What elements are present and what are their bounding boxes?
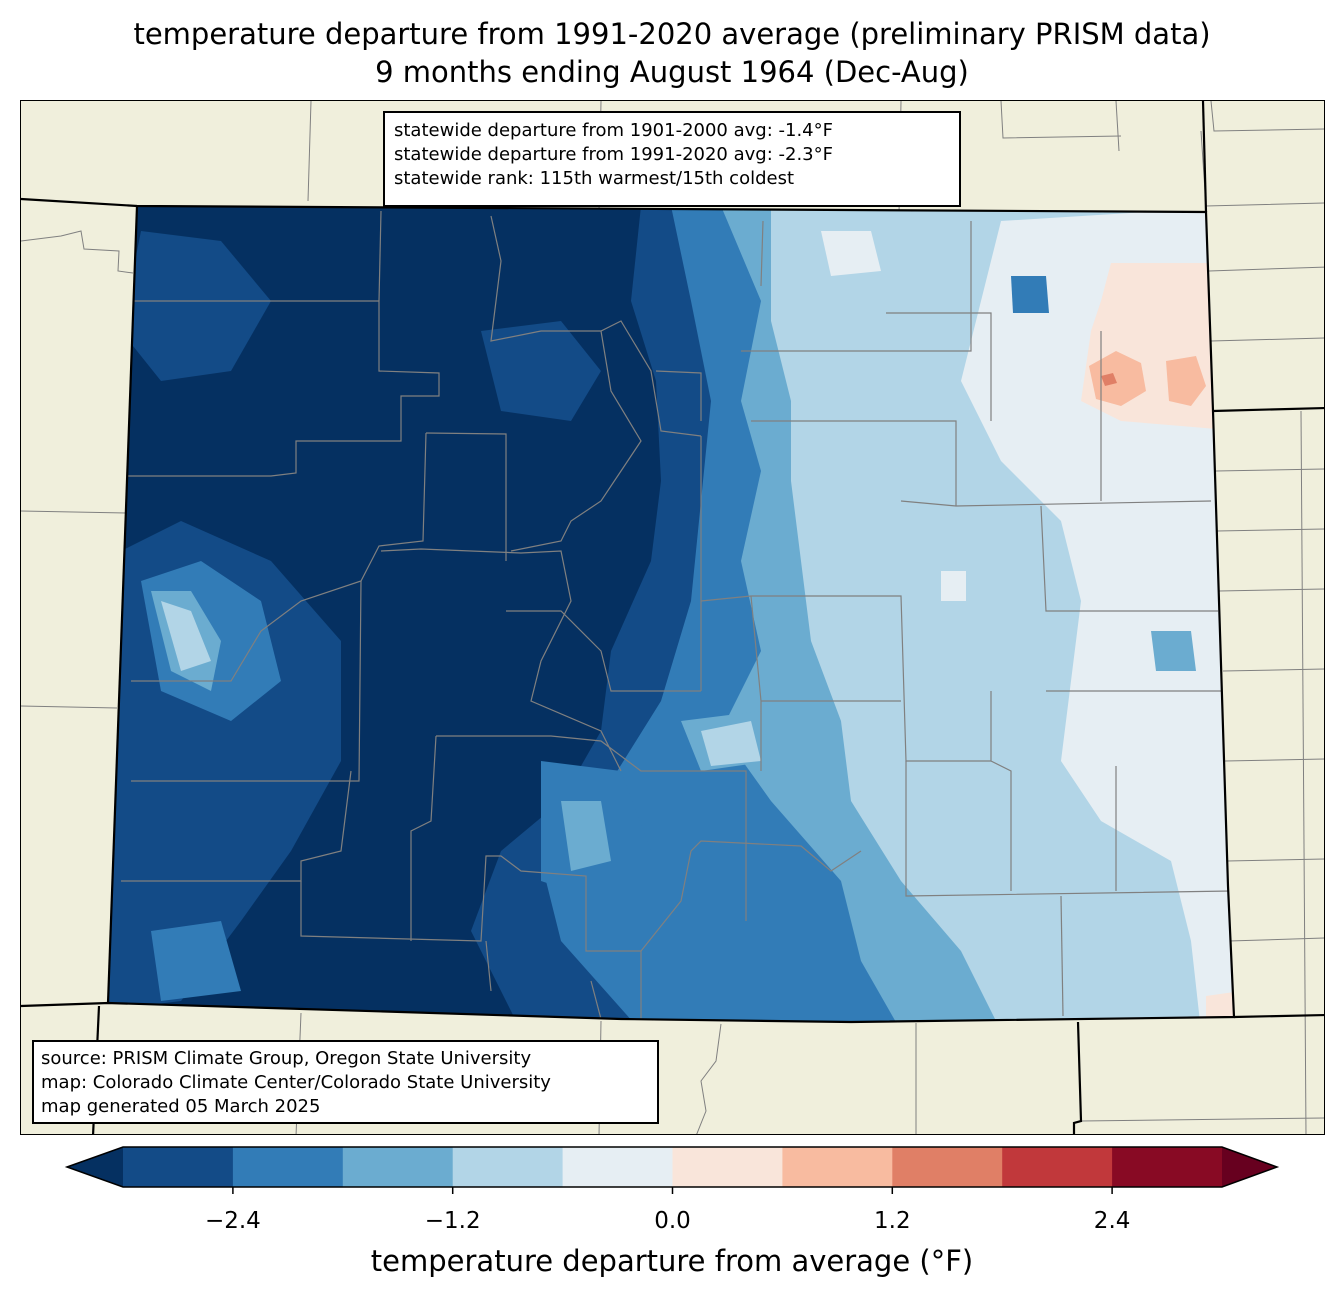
map-title-line1: temperature departure from 1991-2020 ave… xyxy=(133,17,1211,51)
state-borders xyxy=(21,101,1324,1134)
colorbar-segment xyxy=(232,1147,344,1187)
colorado-map xyxy=(21,101,1324,1134)
colorbar-segment xyxy=(452,1147,564,1187)
colorbar-tick-label: −2.4 xyxy=(204,1208,261,1234)
stats-line-3: statewide rank: 115th warmest/15th colde… xyxy=(394,168,795,189)
map-panel xyxy=(20,100,1325,1135)
statewide-stats-box: statewide departure from 1901-2000 avg: … xyxy=(383,111,961,207)
map-title-line2: 9 months ending August 1964 (Dec-Aug) xyxy=(375,55,969,89)
colorbar-tick-label: −1.2 xyxy=(424,1208,481,1234)
colorado-county-lines xyxy=(121,210,1232,1020)
colorbar-tick-label: 0.0 xyxy=(654,1208,691,1234)
temperature-field xyxy=(108,206,1234,1022)
colorbar-segment xyxy=(562,1147,673,1187)
neighbor-county-lines xyxy=(21,101,1324,1134)
colorbar-extend-high xyxy=(1222,1147,1277,1187)
source-box: source: PRISM Climate Group, Oregon Stat… xyxy=(32,1040,659,1124)
source-line-2: map: Colorado Climate Center/Colorado St… xyxy=(41,1072,551,1093)
colorbar-segment xyxy=(1002,1147,1113,1187)
stats-line-2: statewide departure from 1991-2020 avg: … xyxy=(394,144,833,165)
colorbar-segment xyxy=(342,1147,454,1187)
colorbar xyxy=(64,1146,1280,1194)
source-line-3: map generated 05 March 2025 xyxy=(41,1096,321,1117)
colorbar-label: temperature departure from average (°F) xyxy=(370,1244,974,1278)
colorbar-segment xyxy=(1112,1147,1223,1187)
source-line-1: source: PRISM Climate Group, Oregon Stat… xyxy=(41,1048,532,1069)
colorbar-tick-label: 1.2 xyxy=(874,1208,911,1234)
colorbar-segment xyxy=(123,1147,234,1187)
colorbar-segment xyxy=(782,1147,893,1187)
stats-line-1: statewide departure from 1901-2000 avg: … xyxy=(394,120,833,141)
colorbar-segment xyxy=(672,1147,783,1187)
colorbar-extend-low xyxy=(67,1147,123,1187)
colorbar-segment xyxy=(892,1147,1003,1187)
colorbar-tick-label: 2.4 xyxy=(1093,1208,1131,1234)
colorbar-outline xyxy=(64,1146,1280,1188)
